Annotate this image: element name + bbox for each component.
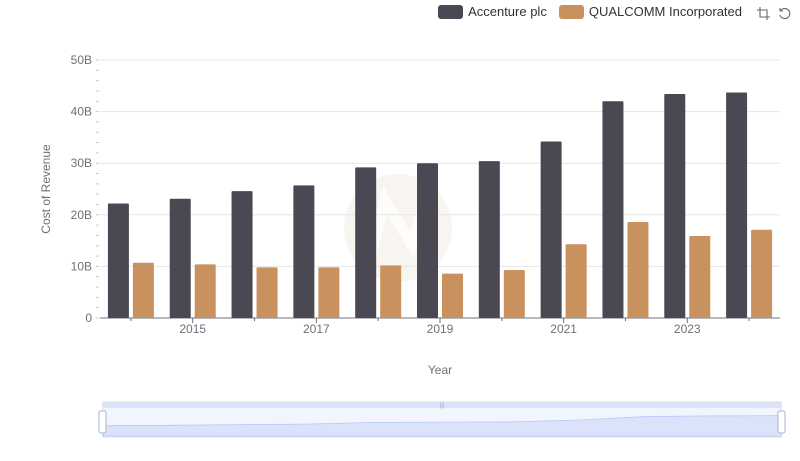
y-tick-label: 50B bbox=[71, 53, 92, 67]
y-tick-label: 10B bbox=[71, 259, 92, 273]
legend-swatch-qualcomm bbox=[558, 4, 584, 19]
bar-qualcomm-2019[interactable] bbox=[442, 273, 463, 318]
bar-qualcomm-2023[interactable] bbox=[689, 235, 711, 318]
legend-item-accenture[interactable]: Accenture plc bbox=[438, 4, 547, 19]
bar-qualcomm-2014[interactable] bbox=[132, 262, 154, 318]
y-tick-label: 40B bbox=[71, 105, 92, 119]
restore-icon[interactable] bbox=[777, 6, 792, 21]
zoom-slider[interactable]: ||| bbox=[98, 401, 786, 438]
bar-accenture-2017[interactable] bbox=[293, 185, 315, 318]
legend-swatch-accenture bbox=[438, 4, 464, 19]
y-tick-label: 0 bbox=[85, 311, 92, 325]
zoom-handle-left[interactable] bbox=[98, 410, 107, 434]
y-axis-ticks: 0 10B 20B 30B 40B 50B bbox=[71, 53, 99, 325]
zoom-slider-top-bar[interactable] bbox=[103, 402, 781, 408]
bar-qualcomm-2015[interactable] bbox=[194, 264, 216, 318]
bar-accenture-2020[interactable] bbox=[478, 161, 500, 318]
bar-qualcomm-2020[interactable] bbox=[503, 270, 525, 318]
bar-accenture-2024[interactable] bbox=[726, 92, 748, 319]
bar-accenture-2019[interactable] bbox=[417, 163, 438, 318]
bar-qualcomm-2021[interactable] bbox=[565, 244, 587, 318]
bar-accenture-2021[interactable] bbox=[540, 141, 562, 318]
bar-accenture-2015[interactable] bbox=[169, 198, 191, 318]
bar-qualcomm-2017[interactable] bbox=[318, 267, 340, 318]
chart-toolbox bbox=[756, 6, 792, 21]
y-tick-label: 30B bbox=[71, 156, 92, 170]
x-axis-title: Year bbox=[428, 363, 452, 377]
legend-label-qualcomm: QUALCOMM Incorporated bbox=[588, 4, 742, 19]
x-tick-label: 2021 bbox=[550, 322, 577, 336]
bar-qualcomm-2016[interactable] bbox=[256, 267, 278, 318]
bar-qualcomm-2022[interactable] bbox=[627, 222, 649, 318]
bar-accenture-2018[interactable] bbox=[355, 167, 377, 318]
x-tick-label: 2017 bbox=[303, 322, 330, 336]
x-tick-label: 2019 bbox=[427, 322, 454, 336]
zoom-icon[interactable] bbox=[756, 6, 771, 21]
bar-accenture-2014[interactable] bbox=[107, 203, 129, 318]
bar-qualcomm-2018[interactable] bbox=[380, 265, 402, 318]
x-axis: 2015 2017 2019 2021 2023 bbox=[100, 317, 780, 336]
zoom-handle-right[interactable] bbox=[777, 410, 786, 434]
y-tick-label: 20B bbox=[71, 208, 92, 222]
bar-accenture-2016[interactable] bbox=[231, 191, 253, 318]
legend-label-accenture: Accenture plc bbox=[468, 4, 547, 19]
y-axis-title: Cost of Revenue bbox=[39, 144, 53, 234]
zoom-slider-grip[interactable]: ||| bbox=[440, 403, 445, 409]
x-tick-label: 2023 bbox=[674, 322, 701, 336]
bar-qualcomm-2024[interactable] bbox=[751, 229, 773, 318]
zoom-slider-preview bbox=[102, 415, 782, 437]
bars bbox=[107, 92, 773, 319]
x-tick-label: 2015 bbox=[179, 322, 206, 336]
bar-accenture-2022[interactable] bbox=[602, 101, 624, 318]
bar-accenture-2023[interactable] bbox=[664, 94, 686, 318]
legend-item-qualcomm[interactable]: QUALCOMM Incorporated bbox=[558, 4, 742, 19]
chart-legend: Accenture plc QUALCOMM Incorporated bbox=[426, 4, 742, 19]
